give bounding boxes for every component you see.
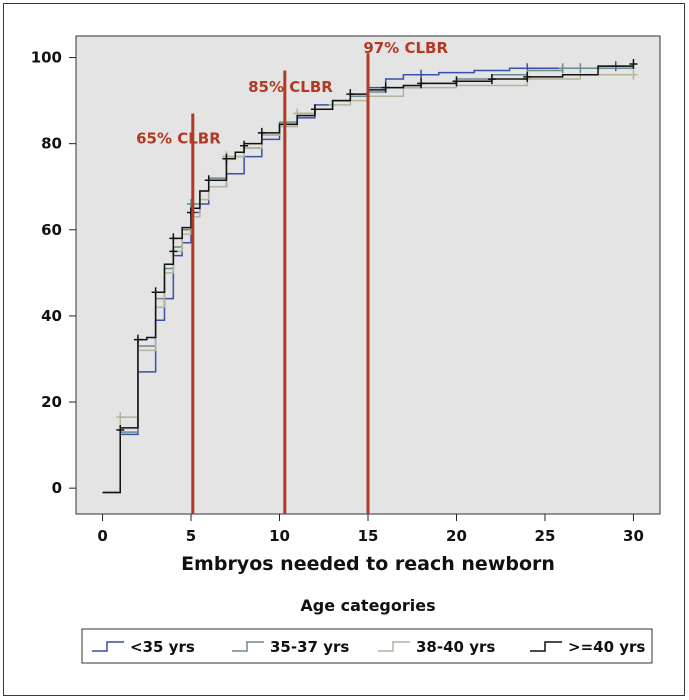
series-layer [102, 58, 638, 494]
censor-mark [346, 89, 355, 100]
censor-mark [487, 74, 496, 85]
censor-mark [116, 425, 125, 436]
censor-mark [257, 127, 266, 138]
censor-mark [169, 246, 178, 257]
legend-box [81, 628, 653, 664]
y-tick-label: 20 [41, 393, 62, 411]
y-tick-label: 40 [41, 307, 62, 325]
y-tick-label: 60 [41, 221, 62, 239]
legend-swatch-38-40-yrs [378, 641, 410, 652]
legend: <35 yrs 35-37 yrs 38-40 yrs >=40 yrs [92, 638, 645, 656]
censor-mark [240, 140, 249, 151]
x-axis-title: Embryos needed to reach newborn [181, 553, 555, 575]
legend-swatch-35-37-yrs [232, 641, 264, 652]
x-tick-label: 30 [623, 527, 644, 545]
censor-mark [629, 58, 638, 69]
censor-mark [222, 153, 231, 164]
legend-swatch-gte40-yrs [530, 641, 562, 652]
reference-label: 65% CLBR [136, 130, 221, 148]
y-tick-label: 80 [41, 135, 62, 153]
censor-mark [169, 233, 178, 244]
censor-mark [558, 63, 567, 74]
reference-label: 85% CLBR [248, 78, 333, 96]
x-tick-label: 25 [535, 527, 556, 545]
reference-lines: 65% CLBR 85% CLBR 97% CLBR [136, 39, 448, 514]
y-tick-label: 0 [52, 479, 62, 497]
x-tick-label: 10 [269, 527, 290, 545]
x-tick-label: 5 [186, 527, 196, 545]
legend-swatch-lt35-yrs [92, 641, 124, 652]
x-tick-label: 20 [446, 527, 467, 545]
censor-mark [310, 104, 319, 115]
legend-label-lt35-yrs: <35 yrs [130, 638, 195, 656]
censor-mark [204, 175, 213, 186]
censor-mark [576, 63, 585, 74]
censor-mark [417, 69, 426, 80]
legend-label-gte40-yrs: >=40 yrs [568, 638, 645, 656]
y-tick-label: 100 [31, 49, 62, 67]
legend-label-38-40-yrs: 38-40 yrs [416, 638, 495, 656]
censor-mark [629, 69, 638, 80]
axes: 0 5 10 15 20 25 30 0 20 40 60 80 100 [31, 49, 644, 545]
legend-label-35-37-yrs: 35-37 yrs [270, 638, 349, 656]
censor-mark [133, 334, 142, 345]
censor-mark [151, 287, 160, 298]
censor-mark [523, 71, 532, 82]
censor-mark [381, 82, 390, 93]
reference-label: 97% CLBR [363, 39, 448, 57]
x-tick-label: 0 [97, 527, 107, 545]
censor-mark [116, 412, 125, 423]
series-line-lt35-yrs [102, 65, 634, 494]
censor-mark [417, 78, 426, 89]
x-tick-label: 15 [358, 527, 379, 545]
legend-title: Age categories [300, 596, 435, 615]
censor-mark [452, 76, 461, 87]
